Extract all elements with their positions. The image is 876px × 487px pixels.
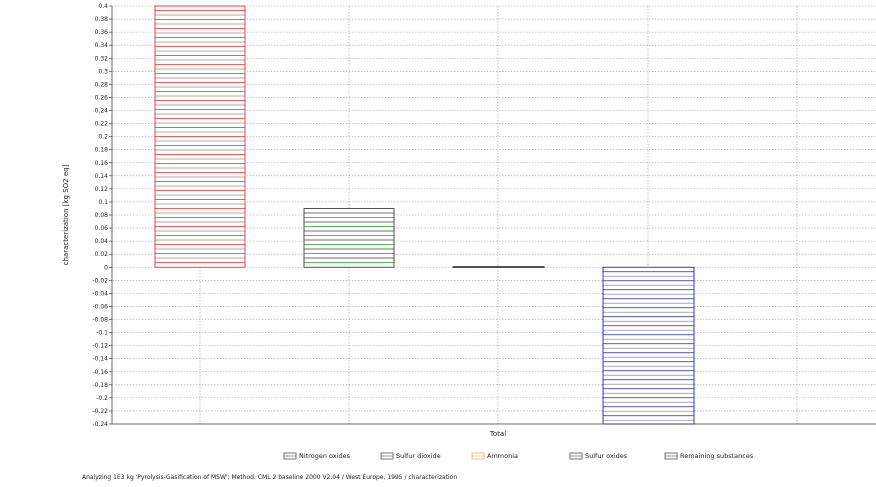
bar-outline	[154, 5, 246, 268]
y-tick-label: -0.1	[96, 330, 108, 337]
legend-label: Sulfur oxides	[585, 452, 628, 460]
y-tick-label: 0	[104, 264, 108, 271]
x-axis-label: Total	[489, 430, 506, 438]
legend-item: Remaining substances	[664, 452, 754, 460]
y-tick-label: 0.3	[98, 68, 108, 75]
y-tick-label: -0.18	[92, 382, 108, 389]
y-tick-label: 0.36	[95, 29, 109, 36]
y-tick-label: 0.04	[95, 238, 109, 245]
y-tick-label: 0.02	[95, 251, 109, 258]
legend-label: Nitrogen oxides	[299, 452, 351, 460]
y-tick-label: -0.02	[92, 277, 108, 284]
y-axis-label: characterization [kg SO2 eq]	[62, 164, 70, 265]
y-tick-label: 0.08	[95, 212, 109, 219]
y-tick-label: 0.24	[95, 108, 109, 115]
bars	[154, 5, 695, 425]
y-tick-label: 0.16	[95, 160, 109, 167]
y-tick-label: 0.32	[95, 55, 109, 62]
legend-label: Sulfur dioxide	[396, 452, 441, 460]
y-tick-label: 0.14	[95, 173, 109, 180]
y-tick-label: 0.12	[95, 186, 109, 193]
y-tick-label: 0.18	[95, 147, 109, 154]
legend-item: Sulfur oxides	[569, 452, 628, 460]
y-tick-label: 0.22	[95, 121, 109, 128]
legend-item: Ammonia	[471, 452, 518, 460]
legend-label: Ammonia	[487, 452, 518, 460]
legend-item: Sulfur dioxide	[380, 452, 441, 460]
y-tick-label: 0.28	[95, 81, 109, 88]
y-tick-label: 0.2	[98, 134, 108, 141]
y-tick-label: 0.06	[95, 225, 109, 232]
y-tick-label: 0.26	[95, 94, 109, 101]
bar-nitrogen-oxides	[154, 5, 246, 268]
y-tick-label: 0.1	[98, 199, 108, 206]
axes: -0.24 -0.22 -0.2 -0.18 -0.16 -0.14 -0.12 -0.1 -0…	[92, 3, 876, 428]
bar-ammonia	[452, 266, 545, 268]
bar-outline	[303, 208, 395, 268]
legend-item: Nitrogen oxides	[283, 452, 351, 460]
y-tick-label: -0.12	[92, 343, 108, 350]
y-tick-label: 0.38	[95, 16, 109, 23]
y-tick-label: -0.14	[92, 356, 108, 363]
y-tick-label: 0.4	[98, 3, 108, 10]
legend: Nitrogen oxides Sulfur dioxide Ammonia Sulf…	[283, 452, 754, 460]
y-tick-label: -0.16	[92, 369, 108, 376]
bar-fill	[304, 208, 394, 268]
bar-sulfur-dioxide	[303, 208, 395, 268]
bar-outline	[452, 266, 545, 268]
bar-sulfur-oxides	[602, 266, 695, 425]
y-tick-label: 0.34	[95, 42, 109, 49]
bar-fill	[603, 267, 694, 424]
legend-label: Remaining substances	[680, 452, 754, 460]
y-tick-label: -0.04	[92, 290, 108, 297]
footer-note: Analyzing 1E3 kg 'Pyrolysis-Gasification…	[82, 474, 457, 481]
y-tick-label: -0.2	[96, 395, 108, 402]
y-tick-label: -0.22	[92, 408, 108, 415]
y-tick-label: -0.06	[92, 303, 108, 310]
y-tick-label: -0.08	[92, 317, 108, 324]
y-tick-label: -0.24	[92, 421, 108, 428]
